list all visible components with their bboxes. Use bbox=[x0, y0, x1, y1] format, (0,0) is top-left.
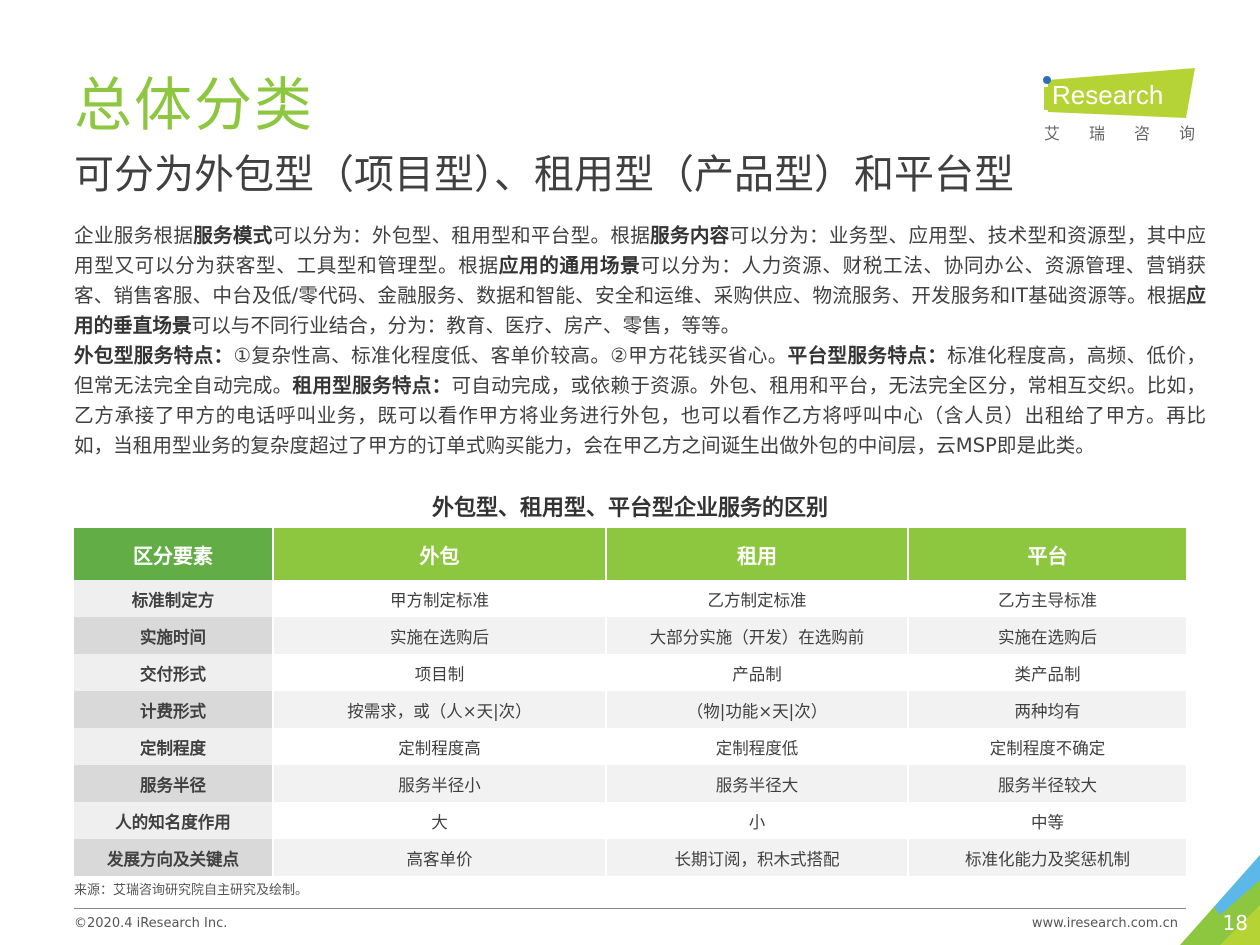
header-platform: 平台 bbox=[909, 528, 1186, 580]
table-row: 计费形式 按需求，或（人×天|次） （物|功能×天|次） 两种均有 bbox=[74, 691, 1186, 728]
table-cell: 两种均有 bbox=[909, 691, 1186, 728]
body-paragraph: 外包型服务特点：①复杂性高、标准化程度低、客单价较高。②甲方花钱买省心。平台型服… bbox=[74, 341, 1206, 461]
page-subtitle: 可分为外包型（项目型）、租用型（产品型）和平台型 bbox=[74, 152, 1014, 198]
row-label: 服务半径 bbox=[74, 765, 272, 802]
bold-keyword: 外包型服务特点： bbox=[74, 344, 234, 367]
bold-keyword: 服务内容 bbox=[650, 224, 730, 247]
table-cell: 标准化能力及奖惩机制 bbox=[909, 839, 1186, 876]
table-header-row: 区分要素 外包 租用 平台 bbox=[74, 528, 1186, 580]
table-row: 人的知名度作用大小中等 bbox=[74, 802, 1186, 839]
bold-keyword: 平台型服务特点： bbox=[787, 344, 948, 367]
table-cell: 服务半径小 bbox=[274, 765, 605, 802]
row-label: 交付形式 bbox=[74, 654, 272, 691]
table-cell: 甲方制定标准 bbox=[274, 580, 605, 617]
table-cell: 中等 bbox=[909, 802, 1186, 839]
text-segment: 可自动完成，或依赖于资源。外包、租用和平台，无法完全区分，常相互交织。比如，乙方… bbox=[74, 374, 1207, 457]
table-cell: 定制程度高 bbox=[274, 728, 605, 765]
table-row: 交付形式 项目制 产品制 类产品制 bbox=[74, 654, 1186, 691]
table-title: 外包型、租用型、平台型企业服务的区别 bbox=[431, 496, 828, 521]
table-cell: 乙方主导标准 bbox=[909, 580, 1186, 617]
table-row: 服务半径 服务半径小 服务半径大 服务半径较大 bbox=[74, 765, 1186, 802]
table-row: 实施时间 实施在选购后 大部分实施（开发）在选购前 实施在选购后 bbox=[74, 617, 1186, 654]
table-cell: 按需求，或（人×天|次） bbox=[274, 691, 605, 728]
table-row: 定制程度 定制程度高 定制程度低 定制程度不确定 bbox=[74, 728, 1186, 765]
table-cell: 定制程度不确定 bbox=[909, 728, 1186, 765]
text-segment: ①复杂性高、标准化程度低、客单价较高。②甲方花钱买省心。 bbox=[233, 344, 788, 367]
text-segment: 可以分为：人力资源、财税工法、协同办公、资源管理、营销获客、销售客服、中台及低/… bbox=[74, 254, 1207, 307]
page-number: 18 bbox=[1222, 911, 1248, 935]
table-cell: 服务半径较大 bbox=[909, 765, 1186, 802]
table-cell: 实施在选购后 bbox=[274, 617, 605, 654]
table-cell: 小 bbox=[607, 802, 907, 839]
table-cell: 定制程度低 bbox=[607, 728, 907, 765]
row-label: 定制程度 bbox=[74, 728, 272, 765]
table-cell: 大 bbox=[274, 802, 605, 839]
table-cell: 类产品制 bbox=[909, 654, 1186, 691]
comparison-table: 区分要素 外包 租用 平台 标准制定方 甲方制定标准 乙方制定标准 乙方主导标准 实施时… bbox=[72, 528, 1188, 876]
table-cell: 高客单价 bbox=[274, 839, 605, 876]
table-cell: 项目制 bbox=[274, 654, 605, 691]
table-cell: （物|功能×天|次） bbox=[607, 691, 907, 728]
header-rental: 租用 bbox=[607, 528, 907, 580]
copyright: ©2020.4 iResearch Inc. bbox=[74, 916, 228, 931]
body-paragraph: 企业服务根据服务模式可以分为：外包型、租用型和平台型。根据服务内容可以分为：业务… bbox=[74, 221, 1206, 341]
row-label: 标准制定方 bbox=[74, 580, 272, 617]
table-row: 标准制定方 甲方制定标准 乙方制定标准 乙方主导标准 bbox=[74, 580, 1186, 617]
table-cell: 乙方制定标准 bbox=[607, 580, 907, 617]
table-cell: 大部分实施（开发）在选购前 bbox=[607, 617, 907, 654]
header-factor: 区分要素 bbox=[74, 528, 272, 580]
row-label: 计费形式 bbox=[74, 691, 272, 728]
source-note: 来源：艾瑞咨询研究院自主研究及绘制。 bbox=[74, 883, 309, 898]
table-row: 发展方向及关键点 高客单价 长期订阅，积木式搭配 标准化能力及奖惩机制 bbox=[74, 839, 1186, 876]
text-segment: 标准化程度高，高频、低价，但常无法完全自动完成。 bbox=[74, 344, 1207, 397]
text-segment: 可以分为：外包型、租用型和平台型。根据 bbox=[272, 224, 651, 247]
svg-text:Research: Research bbox=[1052, 80, 1163, 110]
table-cell: 长期订阅，积木式搭配 bbox=[607, 839, 907, 876]
body-text: 企业服务根据服务模式可以分为：外包型、租用型和平台型。根据服务内容可以分为：业务… bbox=[74, 221, 1206, 461]
table-cell: 产品制 bbox=[607, 654, 907, 691]
footer-divider bbox=[74, 908, 1186, 909]
corner-decoration bbox=[1180, 855, 1260, 945]
text-segment: 可以分为：业务型、应用型、技术型和资源型，其中应用型又可以分为获客型、工具型和管… bbox=[74, 224, 1207, 277]
bold-keyword: 租用型服务特点： bbox=[292, 374, 452, 397]
text-segment: 可以与不同行业结合，分为：教育、医疗、房产、零售，等等。 bbox=[191, 314, 741, 337]
row-label: 发展方向及关键点 bbox=[74, 839, 272, 876]
iresearch-logo: Research bbox=[1043, 68, 1195, 118]
table-cell: 服务半径大 bbox=[607, 765, 907, 802]
logo-chinese-name: 艾瑞咨询 bbox=[1044, 124, 1225, 143]
row-label: 人的知名度作用 bbox=[74, 802, 272, 839]
header-outsourcing: 外包 bbox=[274, 528, 605, 580]
bold-keyword: 应用的通用场景 bbox=[498, 254, 641, 277]
text-segment: 企业服务根据 bbox=[74, 224, 194, 247]
row-label: 实施时间 bbox=[74, 617, 272, 654]
bold-keyword: 服务模式 bbox=[193, 224, 273, 247]
website-link[interactable]: www.iresearch.com.cn bbox=[1031, 916, 1178, 931]
page-title: 总体分类 bbox=[74, 71, 315, 139]
bold-keyword: 应用的垂直场景 bbox=[74, 284, 1206, 337]
table-cell: 实施在选购后 bbox=[909, 617, 1186, 654]
